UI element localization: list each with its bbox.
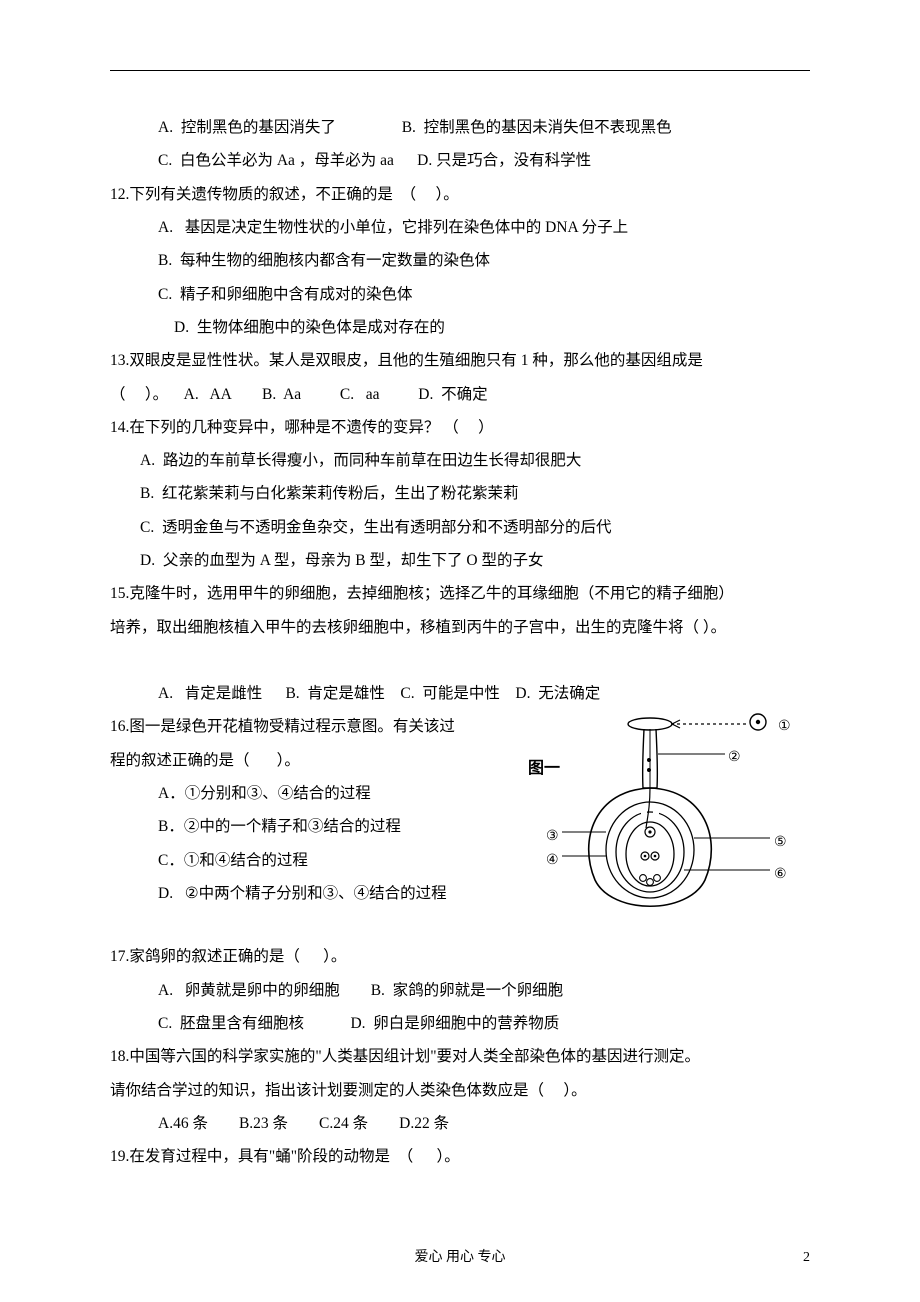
ovule-diagram-icon (550, 710, 810, 930)
q13-stem: 13.双眼皮是显性性状。某人是双眼皮，且他的生殖细胞只有 1 种，那么他的基因组… (110, 344, 810, 377)
q14-opt-a: A. 路边的车前草长得瘦小，而同种车前草在田边生长得却很肥大 (110, 444, 810, 477)
page-number: 2 (803, 1250, 810, 1266)
q14-opt-b: B. 红花紫茉莉与白化紫茉莉传粉后，生出了粉花紫茉莉 (110, 477, 810, 510)
q12-opt-b: B. 每种生物的细胞核内都含有一定数量的染色体 (110, 244, 810, 277)
q11-opt-c: C. 白色公羊必为 Aa ，母羊必为 aa (158, 152, 394, 169)
top-rule (110, 70, 810, 71)
q15-stem-2: 培养，取出细胞核植入甲牛的去核卵细胞中，移植到丙牛的子宫中，出生的克隆牛将（ ）… (110, 611, 810, 644)
q16-stem-1: 16.图一是绿色开花植物受精过程示意图。有关该过 (110, 710, 550, 743)
q11-opt-b: B. 控制黑色的基因未消失但不表现黑色 (402, 119, 672, 136)
q14-opt-c: C. 透明金鱼与不透明金鱼杂交，生出有透明部分和不透明部分的后代 (110, 511, 810, 544)
q11-row-cd: C. 白色公羊必为 Aa ，母羊必为 aa D. 只是巧合，没有科学性 (110, 144, 810, 177)
figure-label: 图一 (528, 752, 560, 786)
q18-options: A.46 条 B.23 条 C.24 条 D.22 条 (110, 1107, 810, 1140)
q17-row-ab: A. 卵黄就是卵中的卵细胞 B. 家鸽的卵就是一个卵细胞 (110, 974, 810, 1007)
q14-stem: 14.在下列的几种变异中，哪种是不遗传的变异？ （ ） (110, 411, 810, 444)
q16-opt-b: B．②中的一个精子和③结合的过程 (110, 810, 550, 843)
callout-1: ① (778, 712, 791, 742)
q11-row-ab: A. 控制黑色的基因消失了 B. 控制黑色的基因未消失但不表现黑色 (110, 111, 810, 144)
q12-opt-c: C. 精子和卵细胞中含有成对的染色体 (110, 278, 810, 311)
content: A. 控制黑色的基因消失了 B. 控制黑色的基因未消失但不表现黑色 C. 白色公… (110, 111, 810, 1174)
callout-4: ④ (546, 846, 559, 876)
q16-opt-c: C．①和④结合的过程 (110, 844, 550, 877)
q18-stem-2: 请你结合学过的知识，指出该计划要测定的人类染色体数应是（ ）。 (110, 1074, 810, 1107)
footer-text: 爱心 用心 专心 (0, 1246, 920, 1266)
q11-opt-d: D. 只是巧合，没有科学性 (417, 152, 591, 169)
callout-5: ⑤ (774, 828, 787, 858)
q16-stem-2: 程的叙述正确的是（ ）。 (110, 744, 550, 777)
q11-opt-a: A. 控制黑色的基因消失了 (158, 119, 336, 136)
q12-opt-a: A. 基因是决定生物性状的小单位，它排列在染色体中的 DNA 分子上 (110, 211, 810, 244)
q15-options: A. 肯定是雌性 B. 肯定是雄性 C. 可能是中性 D. 无法确定 (110, 677, 810, 710)
q17-stem: 17.家鸽卵的叙述正确的是（ ）。 (110, 940, 810, 973)
q15-stem-1: 15.克隆牛时，选用甲牛的卵细胞，去掉细胞核；选择乙牛的耳缘细胞（不用它的精子细… (110, 577, 810, 610)
callout-6: ⑥ (774, 860, 787, 890)
q13-options: （ ）。 A. AA B. Aa C. aa D. 不确定 (110, 378, 810, 411)
q16-opt-a: A．①分别和③、④结合的过程 (110, 777, 550, 810)
q17-opt-d: D. 卵白是卵细胞中的营养物质 (350, 1015, 559, 1032)
q16-text: 16.图一是绿色开花植物受精过程示意图。有关该过 程的叙述正确的是（ ）。 A．… (110, 710, 550, 910)
spacer (110, 644, 810, 677)
q17-row-cd: C. 胚盘里含有细胞核 D. 卵白是卵细胞中的营养物质 (110, 1007, 810, 1040)
q17-opt-a: A. 卵黄就是卵中的卵细胞 (158, 982, 340, 999)
q12-opt-d: D. 生物体细胞中的染色体是成对存在的 (110, 311, 810, 344)
q17-opt-b: B. 家鸽的卵就是一个卵细胞 (371, 982, 563, 999)
q14-opt-d: D. 父亲的血型为 A 型，母亲为 B 型，却生下了 O 型的子女 (110, 544, 810, 577)
q18-stem-1: 18.中国等六国的科学家实施的"人类基因组计划"要对人类全部染色体的基因进行测定… (110, 1040, 810, 1073)
q17-opt-c: C. 胚盘里含有细胞核 (158, 1015, 304, 1032)
page: A. 控制黑色的基因消失了 B. 控制黑色的基因未消失但不表现黑色 C. 白色公… (0, 0, 920, 1302)
q16-opt-d: D. ②中两个精子分别和③、④结合的过程 (110, 877, 550, 910)
q16-row: 16.图一是绿色开花植物受精过程示意图。有关该过 程的叙述正确的是（ ）。 A．… (110, 710, 810, 940)
callout-2: ② (728, 743, 741, 773)
q16-figure: 图一 (550, 710, 810, 940)
q19-stem: 19.在发育过程中，具有"蛹"阶段的动物是 （ ）。 (110, 1140, 810, 1173)
q12-stem: 12.下列有关遗传物质的叙述，不正确的是 （ ）。 (110, 178, 810, 211)
